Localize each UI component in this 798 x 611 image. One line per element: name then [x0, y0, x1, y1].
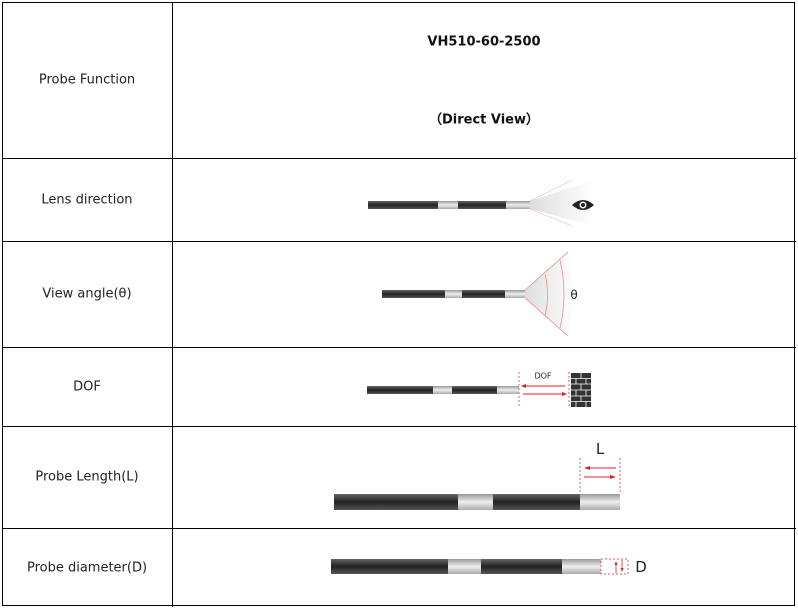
- model-name: VH510-60-2500: [427, 34, 541, 50]
- row-label-probe-length: Probe Length(L): [35, 469, 139, 485]
- view-type: （Direct View）: [428, 112, 540, 128]
- row-divider: [2, 426, 796, 427]
- row-label-probe-function: Probe Function: [38, 72, 136, 88]
- dof-diagram: [367, 372, 591, 408]
- view-angle-diagram: [382, 251, 575, 337]
- row-divider: [2, 347, 796, 348]
- row-divider: [2, 241, 796, 242]
- row-label-probe-diameter: Probe diameter(D): [26, 560, 148, 576]
- row-label-view-angle: View angle(θ): [42, 286, 132, 302]
- row-label-lens-direction: Lens direction: [41, 192, 133, 208]
- row-divider: [2, 528, 796, 529]
- brick-wall-icon: [571, 373, 591, 407]
- lens-direction-diagram: [368, 179, 595, 227]
- eye-icon: [572, 200, 594, 210]
- diameter-symbol: D: [635, 558, 647, 576]
- length-symbol: L: [595, 440, 605, 458]
- probe-length-diagram: [334, 458, 621, 510]
- dof-symbol: DOF: [534, 371, 552, 381]
- row-label-dof: DOF: [73, 379, 101, 395]
- probe-diameter-diagram: [331, 558, 629, 575]
- theta-symbol: θ: [570, 288, 578, 302]
- row-divider: [2, 158, 796, 159]
- column-divider: [172, 2, 173, 607]
